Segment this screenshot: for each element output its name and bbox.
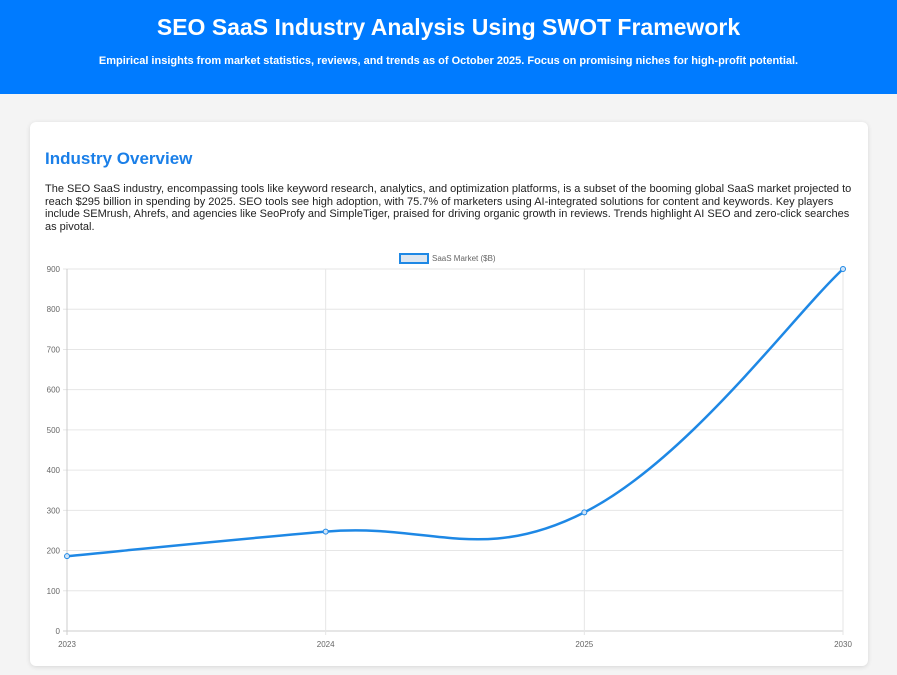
y-tick-label: 700 xyxy=(47,345,61,354)
legend-swatch xyxy=(399,253,429,264)
overview-text: The SEO SaaS industry, encompassing tool… xyxy=(45,183,852,233)
page-title: SEO SaaS Industry Analysis Using SWOT Fr… xyxy=(156,14,741,40)
y-tick-label: 500 xyxy=(47,426,61,435)
data-point xyxy=(64,553,70,560)
legend-label: SaaS Market ($B) xyxy=(432,254,496,263)
x-tick-label: 2023 xyxy=(58,640,76,649)
y-tick-label: 200 xyxy=(47,547,61,556)
y-tick-label: 400 xyxy=(47,466,61,475)
page-header: SEO SaaS Industry Analysis Using SWOT Fr… xyxy=(0,0,897,94)
data-point xyxy=(581,509,588,516)
x-tick-label: 2030 xyxy=(834,640,852,649)
data-point xyxy=(840,266,846,272)
x-tick-label: 2025 xyxy=(575,640,593,649)
series-line xyxy=(66,268,844,558)
section-heading: Industry Overview xyxy=(45,149,193,168)
y-tick-label: 800 xyxy=(47,305,61,314)
y-tick-label: 600 xyxy=(47,386,61,395)
y-tick-label: 300 xyxy=(47,506,61,515)
y-tick-label: 0 xyxy=(56,627,61,636)
y-tick-label: 900 xyxy=(47,265,61,274)
x-tick-label: 2024 xyxy=(317,640,335,649)
data-point xyxy=(322,528,329,535)
y-tick-label: 100 xyxy=(47,587,61,596)
page-subtitle: Empirical insights from market statistic… xyxy=(98,55,799,67)
